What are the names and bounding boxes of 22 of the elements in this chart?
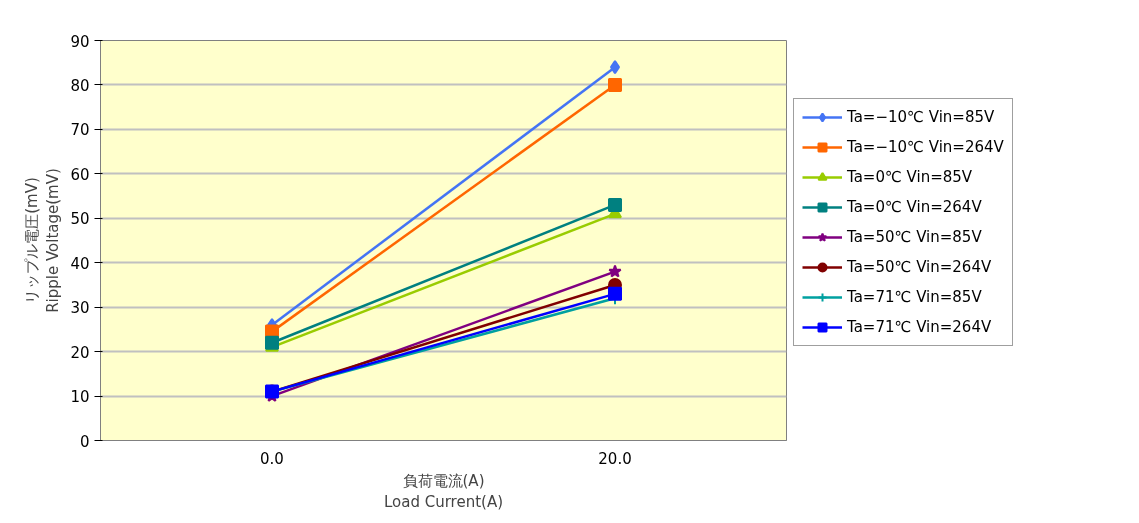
legend-label: Ta=0℃ Vin=85V [847, 168, 973, 186]
y-tick-label: 40 [70, 254, 90, 273]
legend-label: Ta=50℃ Vin=85V [847, 228, 982, 246]
x-tick-label: 0.0 [260, 449, 284, 468]
y-axis-title: リップル電圧(mV) Ripple Voltage(mV) [22, 168, 63, 313]
y-tick-label: 50 [70, 210, 90, 229]
y-tick-label: 80 [70, 76, 90, 95]
legend-label: Ta=50℃ Vin=264V [847, 258, 992, 276]
y-tick-label: 0 [79, 432, 90, 451]
legend-label: Ta=71℃ Vin=264V [847, 318, 992, 336]
x-tick-label: 20.0 [598, 449, 632, 468]
legend-label: Ta=0℃ Vin=264V [847, 198, 982, 216]
legend-label: Ta=−10℃ Vin=85V [847, 108, 995, 126]
y-tick-label: 20 [70, 343, 90, 362]
y-tick-label: 30 [70, 299, 90, 318]
legend-label: Ta=−10℃ Vin=264V [847, 138, 1004, 156]
y-tick-label: 90 [70, 32, 90, 51]
x-axis-title: 負荷電流(A) Load Current(A) [383, 471, 504, 512]
legend-label: Ta=71℃ Vin=85V [847, 288, 982, 306]
y-tick-label: 10 [70, 388, 90, 407]
y-tick-label: 60 [70, 165, 90, 184]
y-tick-label: 70 [70, 121, 90, 140]
